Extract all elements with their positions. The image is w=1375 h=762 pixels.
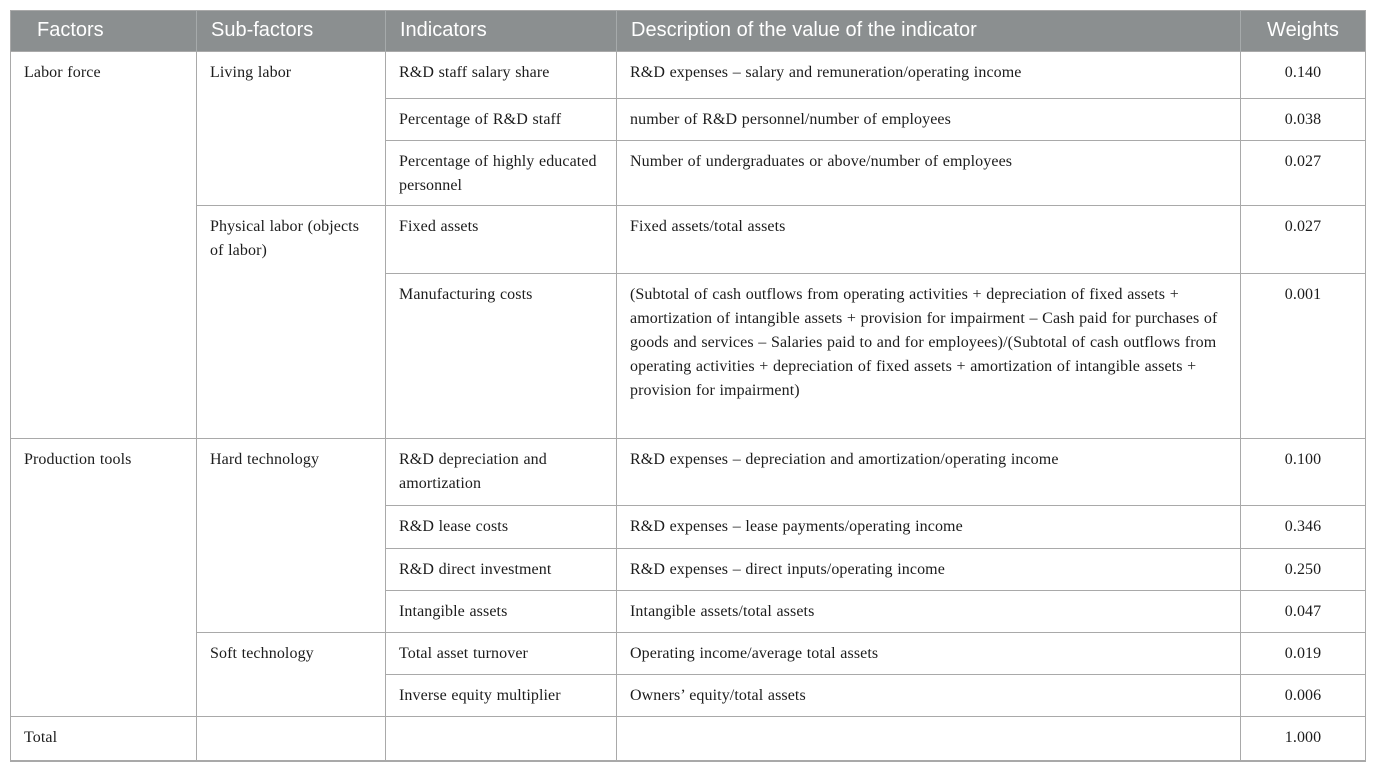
table-row: Production tools Hard technology R&D depre… — [10, 438, 1366, 717]
description-cell: Fixed assets/total assets — [616, 205, 1241, 274]
table-row: Intangible assets Intangible assets/total… — [11, 590, 1366, 633]
table-row: Percentage of R&D staff number of R&D per… — [11, 98, 1366, 141]
weight-cell: 0.047 — [1240, 590, 1366, 633]
indicator-weights-table-container: Factors Sub-factors Indicators Description … — [10, 10, 1366, 762]
table-header: Factors Sub-factors Indicators Description … — [10, 10, 1366, 52]
weight-cell: 0.001 — [1240, 273, 1366, 439]
indicator-cell: Intangible assets — [385, 590, 617, 633]
column-header-description: Description of the value of the indicato… — [616, 10, 1241, 52]
weight-cell: 0.019 — [1240, 632, 1366, 675]
weight-cell: 0.100 — [1240, 438, 1366, 506]
subfactor-cell: Living labor — [196, 51, 386, 206]
subfactor-cell: Soft technology — [196, 632, 386, 717]
description-cell: number of R&D personnel/number of employ… — [616, 98, 1241, 141]
table-row: Percentage of highly educated personnel N… — [11, 140, 1366, 206]
table-row: Physical labor (objects of labor) Fixed a… — [11, 205, 1366, 439]
header-row: Factors Sub-factors Indicators Description … — [10, 10, 1366, 52]
description-cell: R&D expenses – depreciation and amortiza… — [616, 438, 1241, 506]
description-cell: (Subtotal of cash outflows from operatin… — [616, 273, 1241, 439]
description-cell: R&D expenses – salary and remuneration/o… — [616, 51, 1241, 99]
table-row: Total 1.000 — [10, 716, 1366, 761]
indicator-cell: Total asset turnover — [385, 632, 617, 675]
column-header-weights: Weights — [1240, 10, 1366, 52]
weight-cell: 0.006 — [1240, 674, 1366, 717]
column-header-factors: Factors — [10, 10, 197, 52]
factor-cell: Production tools — [10, 438, 197, 717]
subfactor-cell — [196, 716, 386, 761]
indicator-cell: Inverse equity multiplier — [385, 674, 617, 717]
table-row: Manufacturing costs (Subtotal of cash out… — [11, 273, 1366, 439]
description-cell: R&D expenses – direct inputs/operating i… — [616, 548, 1241, 591]
factor-cell: Labor force — [10, 51, 197, 439]
subfactor-cell: Physical labor (objects of labor) — [196, 205, 386, 439]
weight-cell: 0.027 — [1240, 140, 1366, 206]
weight-cell: 0.027 — [1240, 205, 1366, 274]
factor-cell: Total — [10, 716, 197, 761]
indicator-cell: R&D depreciation and amortization — [385, 438, 617, 506]
table-row: Labor force Living labor R&D staff salary … — [10, 51, 1366, 439]
description-cell: R&D expenses – lease payments/operating … — [616, 505, 1241, 549]
table-row: R&D lease costs R&D expenses – lease paym… — [11, 505, 1366, 549]
weight-cell: 0.140 — [1240, 51, 1366, 99]
description-cell — [616, 716, 1241, 761]
column-header-indicators: Indicators — [385, 10, 617, 52]
description-cell: Number of undergraduates or above/number… — [616, 140, 1241, 206]
table-body: Labor force Living labor R&D staff salary … — [10, 51, 1366, 761]
weight-cell: 1.000 — [1240, 716, 1366, 761]
indicator-cell: R&D lease costs — [385, 505, 617, 549]
indicator-weights-table: Factors Sub-factors Indicators Description … — [10, 10, 1366, 762]
weight-cell: 0.038 — [1240, 98, 1366, 141]
table-row: Soft technology Total asset turnover Opera… — [11, 632, 1366, 717]
description-cell: Owners’ equity/total assets — [616, 674, 1241, 717]
indicator-cell: Manufacturing costs — [385, 273, 617, 439]
indicator-cell: Percentage of R&D staff — [385, 98, 617, 141]
weight-cell: 0.346 — [1240, 505, 1366, 549]
description-cell: Intangible assets/total assets — [616, 590, 1241, 633]
indicator-cell: Fixed assets — [385, 205, 617, 274]
weight-cell: 0.250 — [1240, 548, 1366, 591]
indicator-cell — [385, 716, 617, 761]
indicator-cell: R&D staff salary share — [385, 51, 617, 99]
indicator-cell: R&D direct investment — [385, 548, 617, 591]
subfactor-cell: Hard technology — [196, 438, 386, 633]
column-header-sub-factors: Sub-factors — [196, 10, 386, 52]
description-cell: Operating income/average total assets — [616, 632, 1241, 675]
indicator-cell: Percentage of highly educated personnel — [385, 140, 617, 206]
table-row: R&D direct investment R&D expenses – dire… — [11, 548, 1366, 591]
